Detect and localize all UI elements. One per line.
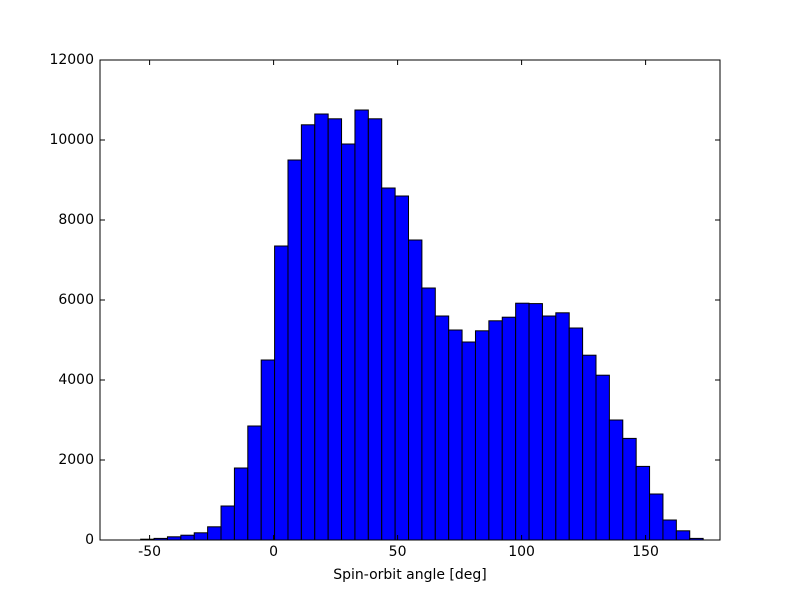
bar xyxy=(300,124,316,541)
bar xyxy=(421,287,436,541)
y-tick-label: 10000 xyxy=(49,132,94,148)
bar xyxy=(555,312,570,541)
bar xyxy=(408,239,423,541)
bar xyxy=(649,493,664,541)
bar xyxy=(367,118,383,541)
x-tick-label: -50 xyxy=(138,544,161,560)
x-tick-label: 50 xyxy=(389,544,407,560)
bar xyxy=(568,327,584,541)
y-tick-label: 8000 xyxy=(58,212,94,228)
bar xyxy=(541,315,557,541)
x-tick-label: 0 xyxy=(269,544,278,560)
bar xyxy=(314,113,329,541)
bar xyxy=(675,530,691,541)
y-tick-label: 4000 xyxy=(58,372,94,388)
bar xyxy=(448,329,463,541)
y-tick-label: 6000 xyxy=(58,292,94,308)
x-axis-label: Spin-orbit angle [deg] xyxy=(333,567,487,583)
bar xyxy=(394,195,410,541)
bar xyxy=(274,245,289,541)
bar xyxy=(582,354,597,541)
bar xyxy=(207,526,222,541)
y-tick-label: 0 xyxy=(85,532,94,548)
x-tick-label: 150 xyxy=(632,544,659,560)
bar xyxy=(233,467,249,541)
bar xyxy=(260,359,276,541)
bar xyxy=(180,534,195,541)
bar xyxy=(635,465,651,541)
bar xyxy=(247,425,262,541)
bar xyxy=(515,302,530,541)
bar xyxy=(488,320,503,541)
bar xyxy=(341,143,356,541)
bar xyxy=(381,187,396,541)
y-tick-label: 12000 xyxy=(49,52,94,68)
bar xyxy=(461,341,476,541)
bar xyxy=(662,519,677,541)
bar xyxy=(622,437,637,541)
bar xyxy=(474,330,490,541)
bar xyxy=(193,532,209,541)
x-tick-label: 100 xyxy=(508,544,535,560)
bar xyxy=(608,419,624,541)
bar xyxy=(434,315,450,541)
bar xyxy=(327,118,343,541)
bar xyxy=(220,505,235,541)
bar xyxy=(595,374,610,541)
y-tick-label: 2000 xyxy=(58,452,94,468)
bar xyxy=(354,109,369,541)
bar xyxy=(287,159,302,541)
bar xyxy=(528,303,543,541)
bar xyxy=(501,316,517,541)
